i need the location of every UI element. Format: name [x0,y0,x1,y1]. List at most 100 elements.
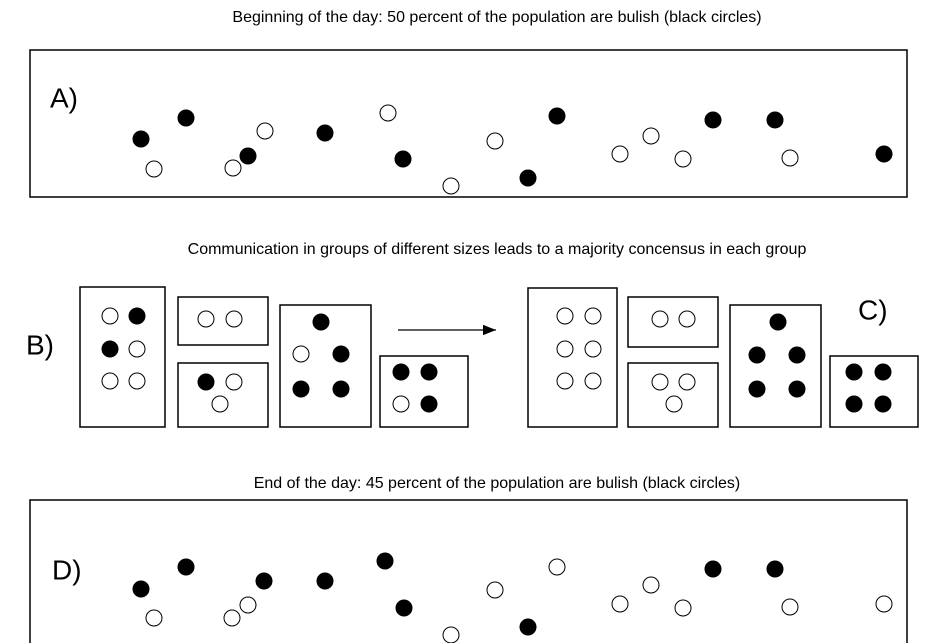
bearish-circle [486,581,504,599]
bullish-circle [845,363,863,381]
bullish-circle [292,380,310,398]
bullish-circle [519,618,537,636]
bullish-circle [332,345,350,363]
bearish-circle [379,104,397,122]
bearish-circle [101,307,119,325]
bullish-circle [874,363,892,381]
bullish-circle [101,340,119,358]
bullish-circle [395,599,413,617]
bullish-circle [177,558,195,576]
bullish-circle [420,395,438,413]
bearish-circle [225,373,243,391]
bearish-circle [239,596,257,614]
bullish-circle [420,363,438,381]
bullish-circle [766,560,784,578]
group-box [527,287,618,428]
bearish-circle [584,340,602,358]
bullish-circle [769,313,787,331]
bullish-circle [255,572,273,590]
bullish-circle [704,560,722,578]
panel-label: A) [50,82,78,113]
panel-label: B) [26,329,54,360]
bearish-circle [101,372,119,390]
bearish-circle [674,599,692,617]
bearish-circle [651,310,669,328]
bullish-circle [376,552,394,570]
bearish-circle [674,150,692,168]
bullish-circle [316,124,334,142]
bearish-circle [225,310,243,328]
bearish-circle [128,372,146,390]
group-box [829,355,919,428]
bullish-circle [316,572,334,590]
group-box [177,362,269,428]
panel-label: C) [858,294,888,325]
caption: Beginning of the day: 50 percent of the … [232,9,761,26]
panel-frame [29,49,908,198]
panel-label: D) [52,554,82,585]
bearish-circle [128,340,146,358]
bearish-circle [556,372,574,390]
bearish-circle [256,122,274,140]
bullish-circle [197,373,215,391]
bearish-circle [442,626,460,643]
bullish-circle [548,107,566,125]
bullish-circle [394,150,412,168]
bearish-circle [486,132,504,150]
bearish-circle [584,372,602,390]
bullish-circle [766,111,784,129]
group-box [177,296,269,346]
bearish-circle [145,160,163,178]
bearish-circle [292,345,310,363]
bullish-circle [392,363,410,381]
bullish-circle [845,395,863,413]
bullish-circle [748,380,766,398]
bullish-circle [128,307,146,325]
bullish-circle [332,380,350,398]
bullish-circle [177,109,195,127]
bearish-circle [665,395,683,413]
caption: Communication in groups of different siz… [188,241,807,258]
bearish-circle [642,576,660,594]
bearish-circle [611,595,629,613]
bearish-circle [875,595,893,613]
bullish-circle [312,313,330,331]
group-box [379,355,469,428]
bearish-circle [197,310,215,328]
bearish-circle [556,340,574,358]
bearish-circle [442,177,460,195]
bearish-circle [211,395,229,413]
bearish-circle [584,307,602,325]
bullish-circle [704,111,722,129]
bearish-circle [223,609,241,627]
bullish-circle [874,395,892,413]
bullish-circle [748,346,766,364]
panel-frame [29,499,908,643]
bullish-circle [132,580,150,598]
bullish-circle [519,169,537,187]
bearish-circle [224,159,242,177]
group-box [627,296,719,348]
bearish-circle [642,127,660,145]
bearish-circle [611,145,629,163]
bearish-circle [678,373,696,391]
bearish-circle [145,609,163,627]
group-box [627,362,719,428]
group-box [79,286,166,428]
bearish-circle [556,307,574,325]
bearish-circle [781,598,799,616]
bearish-circle [392,395,410,413]
bullish-circle [239,147,257,165]
bearish-circle [548,558,566,576]
bullish-circle [788,380,806,398]
bullish-circle [132,130,150,148]
bearish-circle [678,310,696,328]
caption: End of the day: 45 percent of the popula… [254,475,741,492]
bearish-circle [781,149,799,167]
bullish-circle [788,346,806,364]
group-box [729,304,822,428]
group-box [279,304,372,428]
bearish-circle [651,373,669,391]
bullish-circle [875,145,893,163]
